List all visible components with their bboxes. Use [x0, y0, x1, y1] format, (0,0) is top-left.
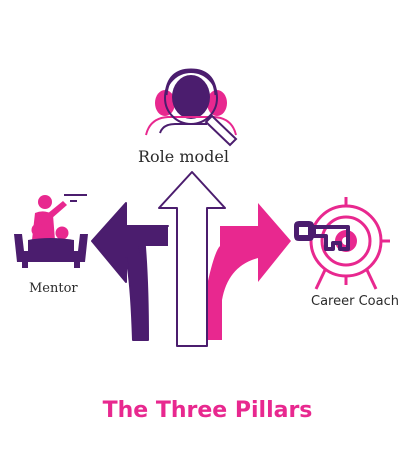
role-model-icon	[145, 68, 238, 147]
mentor-icon	[14, 194, 88, 268]
right-arrow	[206, 203, 291, 340]
center-up-arrow	[158, 171, 226, 347]
role-model-label: Role model	[138, 147, 229, 166]
diagram-title: The Three Pillars	[102, 398, 313, 423]
career-coach-icon	[294, 197, 390, 290]
mentor-label: Mentor	[29, 281, 78, 296]
left-arrow-shaft	[127, 226, 168, 340]
career-coach-label: Career Coach	[311, 294, 399, 309]
